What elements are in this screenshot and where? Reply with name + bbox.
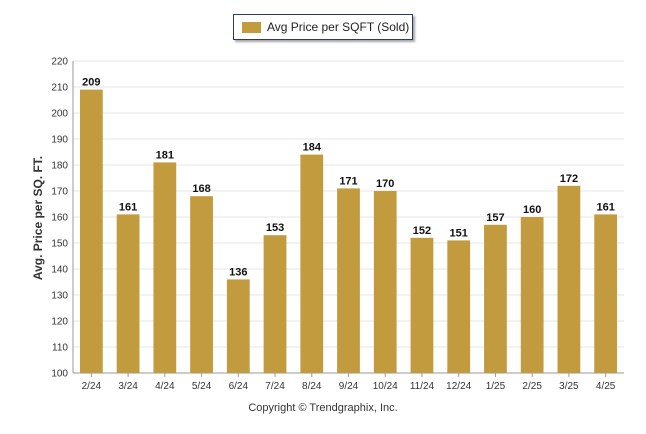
bar xyxy=(190,196,213,373)
data-label: 161 xyxy=(596,201,614,213)
x-tick-label: 11/24 xyxy=(410,381,435,392)
x-tick-label: 9/24 xyxy=(339,381,359,392)
x-tick-label: 2/25 xyxy=(522,381,542,392)
y-tick-label: 220 xyxy=(51,57,68,68)
x-tick-label: 6/24 xyxy=(229,381,249,392)
legend: Avg Price per SQFT (Sold) xyxy=(233,14,413,40)
y-tick-label: 110 xyxy=(52,343,68,354)
y-tick-label: 190 xyxy=(51,135,68,146)
y-tick-label: 130 xyxy=(51,291,68,302)
x-tick-label: 12/24 xyxy=(446,381,471,392)
data-label: 152 xyxy=(413,225,431,237)
data-label: 136 xyxy=(229,266,247,278)
bar xyxy=(226,279,250,373)
x-tick-label: 7/24 xyxy=(265,381,285,392)
y-tick-label: 120 xyxy=(51,317,68,328)
data-label: 151 xyxy=(450,227,468,239)
x-tick-label: 4/24 xyxy=(155,381,175,392)
bar xyxy=(447,240,471,373)
x-tick-label: 5/24 xyxy=(192,381,212,392)
data-label: 172 xyxy=(560,173,578,185)
x-tick-label: 4/25 xyxy=(596,381,616,392)
data-label: 157 xyxy=(486,212,504,224)
data-label: 160 xyxy=(523,204,541,216)
legend-swatch xyxy=(242,21,261,33)
data-label: 209 xyxy=(82,77,100,89)
data-label: 161 xyxy=(119,201,137,213)
bar xyxy=(520,217,544,373)
bar xyxy=(484,224,507,373)
bar xyxy=(594,214,618,373)
x-tick-label: 1/25 xyxy=(486,381,506,392)
bar xyxy=(337,188,360,373)
copyright-text: Copyright © Trendgraphix, Inc. xyxy=(248,402,398,414)
data-label: 184 xyxy=(303,142,322,154)
bar xyxy=(300,154,324,373)
bar xyxy=(153,162,177,373)
bar xyxy=(373,191,397,373)
y-tick-label: 140 xyxy=(51,265,68,276)
data-label: 170 xyxy=(376,178,394,190)
x-tick-label: 3/25 xyxy=(559,381,579,392)
bar xyxy=(263,235,287,373)
y-tick-label: 150 xyxy=(51,239,68,250)
y-tick-label: 160 xyxy=(51,213,68,224)
x-tick-label: 8/24 xyxy=(302,381,322,392)
x-tick-label: 2/24 xyxy=(82,381,102,392)
bar xyxy=(79,89,103,373)
data-label: 171 xyxy=(339,175,357,187)
bar xyxy=(116,214,140,373)
bar xyxy=(410,237,434,373)
y-tick-label: 170 xyxy=(51,187,68,198)
y-tick-label: 100 xyxy=(51,369,68,380)
x-tick-label: 3/24 xyxy=(118,381,138,392)
y-tick-label: 210 xyxy=(51,83,68,94)
data-label: 168 xyxy=(192,183,210,195)
data-label: 181 xyxy=(156,149,174,161)
bar xyxy=(557,185,581,373)
data-label: 153 xyxy=(266,222,284,234)
x-tick-label: 10/24 xyxy=(373,381,398,392)
legend-label: Avg Price per SQFT (Sold) xyxy=(267,20,410,34)
y-tick-label: 200 xyxy=(51,109,68,120)
y-tick-label: 180 xyxy=(51,161,68,172)
